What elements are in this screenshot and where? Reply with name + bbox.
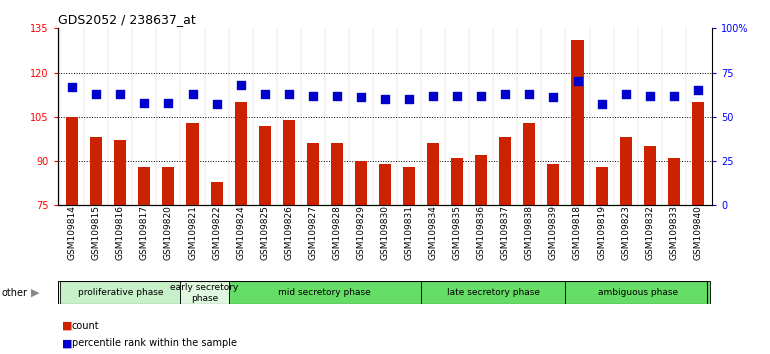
Bar — [259, 126, 271, 205]
Text: GSM109821: GSM109821 — [188, 205, 197, 260]
Bar — [451, 158, 464, 205]
Point — [90, 91, 102, 97]
Point — [234, 82, 246, 88]
Point — [451, 93, 464, 98]
Bar — [180, 281, 229, 304]
Bar — [499, 137, 511, 205]
Point — [186, 91, 199, 97]
Text: mid secretory phase: mid secretory phase — [279, 289, 371, 297]
Text: late secretory phase: late secretory phase — [447, 289, 540, 297]
Text: GSM109840: GSM109840 — [693, 205, 702, 260]
Bar — [66, 117, 79, 205]
Text: GSM109827: GSM109827 — [308, 205, 317, 260]
Bar — [668, 158, 680, 205]
Text: GSM109835: GSM109835 — [453, 205, 462, 260]
Bar — [90, 137, 102, 205]
Point — [619, 91, 631, 97]
Point — [571, 79, 584, 84]
Point — [139, 100, 151, 105]
Bar — [547, 164, 560, 205]
Text: GSM109836: GSM109836 — [477, 205, 486, 260]
Bar — [235, 102, 246, 205]
Text: GSM109833: GSM109833 — [669, 205, 678, 260]
Point — [524, 91, 536, 97]
Bar — [644, 146, 656, 205]
Text: GSM109839: GSM109839 — [549, 205, 558, 260]
Text: GDS2052 / 238637_at: GDS2052 / 238637_at — [58, 13, 196, 26]
Text: GSM109815: GSM109815 — [92, 205, 101, 260]
Point — [162, 100, 175, 105]
Text: other: other — [2, 288, 28, 298]
Bar — [283, 120, 295, 205]
Bar — [162, 167, 175, 205]
Bar — [114, 141, 126, 205]
Text: GSM109822: GSM109822 — [212, 205, 221, 260]
Bar — [524, 123, 535, 205]
Bar — [595, 167, 608, 205]
Point — [547, 95, 560, 100]
Text: ▶: ▶ — [31, 288, 39, 298]
Text: GSM109830: GSM109830 — [380, 205, 390, 260]
Point — [595, 102, 608, 107]
Text: proliferative phase: proliferative phase — [78, 289, 163, 297]
Text: GSM109837: GSM109837 — [500, 205, 510, 260]
Text: GSM109838: GSM109838 — [525, 205, 534, 260]
Text: GSM109823: GSM109823 — [621, 205, 630, 260]
Point — [306, 93, 319, 98]
Text: GSM109818: GSM109818 — [573, 205, 582, 260]
Point — [114, 91, 126, 97]
Bar — [60, 281, 180, 304]
Point — [283, 91, 295, 97]
Point — [475, 93, 487, 98]
Text: GSM109824: GSM109824 — [236, 205, 245, 260]
Point — [379, 96, 391, 102]
Bar — [427, 143, 439, 205]
Text: ambiguous phase: ambiguous phase — [598, 289, 678, 297]
Text: GSM109820: GSM109820 — [164, 205, 173, 260]
Bar — [229, 281, 421, 304]
Bar — [186, 123, 199, 205]
Point — [691, 87, 704, 93]
Point — [210, 102, 223, 107]
Bar — [475, 155, 487, 205]
Text: ■: ■ — [62, 321, 72, 331]
Bar — [139, 167, 150, 205]
Text: ■: ■ — [62, 338, 72, 348]
Text: GSM109814: GSM109814 — [68, 205, 77, 260]
Point — [259, 91, 271, 97]
Bar — [691, 102, 704, 205]
Text: GSM109828: GSM109828 — [333, 205, 341, 260]
Bar — [571, 40, 584, 205]
Bar — [210, 182, 223, 205]
Text: count: count — [72, 321, 99, 331]
Point — [668, 93, 680, 98]
Text: GSM109829: GSM109829 — [357, 205, 366, 260]
Text: GSM109832: GSM109832 — [645, 205, 654, 260]
Bar — [565, 281, 710, 304]
Text: GSM109816: GSM109816 — [116, 205, 125, 260]
Text: GSM109831: GSM109831 — [404, 205, 413, 260]
Point — [644, 93, 656, 98]
Bar — [355, 161, 367, 205]
Text: GSM109819: GSM109819 — [597, 205, 606, 260]
Point — [330, 93, 343, 98]
Text: percentile rank within the sample: percentile rank within the sample — [72, 338, 236, 348]
Bar — [331, 143, 343, 205]
Bar — [620, 137, 631, 205]
Text: GSM109834: GSM109834 — [429, 205, 437, 260]
Text: early secretory
phase: early secretory phase — [170, 283, 239, 303]
Text: GSM109817: GSM109817 — [140, 205, 149, 260]
Text: GSM109825: GSM109825 — [260, 205, 269, 260]
Bar — [403, 167, 415, 205]
Point — [355, 95, 367, 100]
Bar — [306, 143, 319, 205]
Bar — [379, 164, 391, 205]
Point — [427, 93, 439, 98]
Point — [403, 96, 415, 102]
Point — [499, 91, 511, 97]
Point — [66, 84, 79, 90]
Text: GSM109826: GSM109826 — [284, 205, 293, 260]
Bar — [421, 281, 565, 304]
